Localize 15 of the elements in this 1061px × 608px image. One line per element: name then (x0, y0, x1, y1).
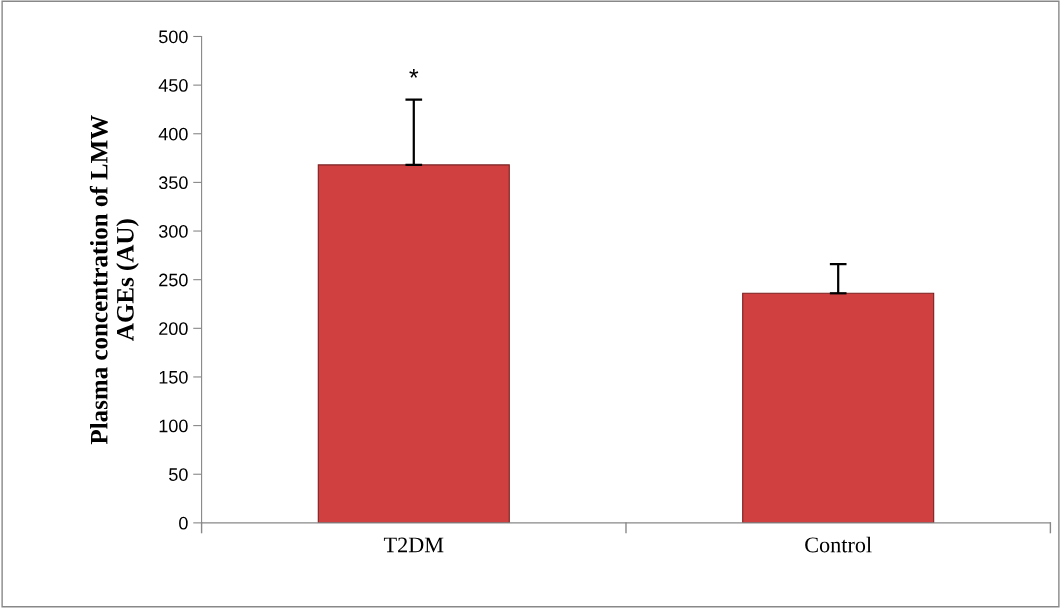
y-tick-label: 200 (159, 322, 188, 336)
y-axis-title: Plasma concentration of LMW AGEs (AU) (89, 115, 139, 445)
y-tick-label: 450 (158, 79, 188, 92)
y-tick-label: 50 (169, 468, 188, 481)
y-tick-label: 400 (158, 127, 188, 141)
annotation: * (409, 68, 419, 78)
y-tick-label: 150 (159, 370, 188, 384)
y-tick-label: 0 (179, 516, 188, 530)
y-tick-label: 250 (159, 273, 188, 287)
x-tick-label: Control (805, 536, 872, 553)
y-tick-label: 300 (158, 224, 188, 238)
y-tick-label: 500 (159, 30, 188, 44)
y-tick-label: 100 (159, 419, 188, 433)
x-tick-label: T2DM (383, 537, 444, 553)
y-tick-label: 350 (158, 176, 188, 190)
